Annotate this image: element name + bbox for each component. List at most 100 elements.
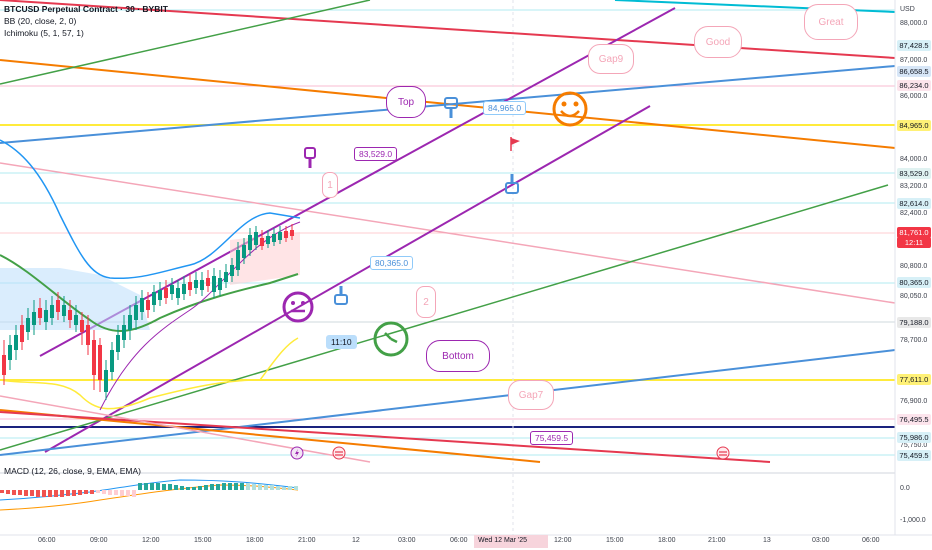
time-tick: 13 <box>763 537 771 544</box>
macd-histogram-bar <box>234 483 238 490</box>
candle-body <box>152 292 156 305</box>
macd-histogram-bar <box>294 486 298 490</box>
macd-histogram-bar <box>144 483 148 490</box>
symbol-title: BTCUSD Perpetual Contract · 30 · BYBIT <box>4 4 168 14</box>
macd-histogram-bar <box>264 485 268 490</box>
bottom-annotation[interactable]: Bottom <box>426 340 490 372</box>
candle-body <box>62 305 66 316</box>
gap7-annotation[interactable]: Gap7 <box>508 380 554 410</box>
macd-histogram-bar <box>36 490 40 497</box>
price-callout-83529[interactable]: 83,529.0 <box>354 147 398 161</box>
macd-histogram-bar <box>270 485 274 490</box>
macd-histogram-bar <box>12 490 16 495</box>
macd-histogram-bar <box>186 487 190 490</box>
great-annotation[interactable]: Great <box>804 4 858 40</box>
macd-histogram-bar <box>42 490 46 497</box>
macd-histogram-bar <box>6 490 10 494</box>
macd-histogram-bar <box>132 490 136 497</box>
price-tag: 76,495.5 <box>897 414 931 425</box>
gap9-annotation[interactable]: Gap9 <box>588 44 634 74</box>
price-tag: 86,658.5 <box>897 66 931 77</box>
candle-body <box>188 282 192 290</box>
candle-body <box>56 300 60 312</box>
price-tick: 82,400.0 <box>900 210 928 217</box>
macd-histogram-bar <box>174 485 178 490</box>
price-tick: 75,750.0 <box>900 442 928 449</box>
hand-up-icon[interactable] <box>503 172 521 196</box>
good-annotation[interactable]: Good <box>694 26 742 58</box>
price-callout-75459[interactable]: 75,459.5 <box>530 431 574 445</box>
us-flag-event-icon-2[interactable] <box>716 446 730 460</box>
time-tick: 09:00 <box>90 537 108 544</box>
price-callout-84965[interactable]: 84,965.0 <box>483 101 527 115</box>
clock-face-icon[interactable] <box>372 320 410 358</box>
hand-pointer-icon[interactable] <box>302 146 318 170</box>
macd-histogram-bar <box>0 490 4 493</box>
indicators <box>0 139 301 411</box>
candle-body <box>74 315 78 325</box>
red-flag-icon[interactable] <box>508 136 522 152</box>
label-1-annotation[interactable]: 1 <box>322 172 338 198</box>
macd-histogram-bar <box>30 490 34 496</box>
candle-body <box>272 234 276 242</box>
price-tick: 80,800.0 <box>900 263 928 270</box>
macd-histogram-bar <box>216 484 220 490</box>
macd-histogram-bar <box>108 490 112 495</box>
price-tag: 83,529.0 <box>897 168 931 179</box>
time-highlight: Wed 12 Mar '25 <box>478 537 528 544</box>
hand-thumb-icon[interactable] <box>442 96 460 120</box>
macd-histogram-bar <box>168 484 172 490</box>
candle-body <box>80 320 84 332</box>
macd-histogram-bar <box>240 483 244 490</box>
candle-body <box>110 350 114 372</box>
price-callout-80365[interactable]: 80,365.0 <box>370 256 414 270</box>
candle-body <box>140 298 144 312</box>
price-tag: 80,365.0 <box>897 277 931 288</box>
hand-down-icon[interactable] <box>333 284 349 306</box>
macd-histogram-bar <box>78 490 82 495</box>
macd-histogram-bar <box>102 490 106 494</box>
candle-body <box>50 305 54 318</box>
macd-histogram-bar <box>72 490 76 496</box>
macd-histogram-bar <box>258 484 262 490</box>
macd-histogram-bar <box>138 483 142 490</box>
macd-histogram-bar <box>84 490 88 494</box>
label-2-annotation[interactable]: 2 <box>416 286 436 318</box>
price-tick: 78,700.0 <box>900 337 928 344</box>
trend-lines <box>0 0 896 463</box>
macd-histogram-bar <box>18 490 22 495</box>
indicator-ichimoku[interactable]: Ichimoku (5, 1, 57, 1) <box>4 28 84 38</box>
macd-histogram-bar <box>222 483 226 490</box>
macd-histogram-bar <box>120 490 124 496</box>
horizontal-levels <box>0 0 895 535</box>
happy-face-icon[interactable] <box>551 90 589 128</box>
candle-body <box>290 230 294 236</box>
indicator-bb[interactable]: BB (20, close, 2, 0) <box>4 16 77 26</box>
candle-body <box>20 325 24 342</box>
macd-histogram-bar <box>276 486 280 490</box>
time-tick: 15:00 <box>194 537 212 544</box>
indicator-macd[interactable]: MACD (12, 26, close, 9, EMA, EMA) <box>4 466 141 476</box>
macd-histogram-bar <box>126 490 130 496</box>
time-tick: 21:00 <box>298 537 316 544</box>
candle-body <box>212 276 216 292</box>
price-tick: 76,900.0 <box>900 398 928 405</box>
price-tag: 75,459.5 <box>897 450 931 461</box>
candle-body <box>242 245 246 258</box>
candle-body <box>206 278 210 286</box>
candle-body <box>236 250 240 270</box>
candlesticks <box>2 224 294 400</box>
candle-body <box>14 335 18 350</box>
macd-histogram-bar <box>198 486 202 490</box>
macd-histogram-bar <box>246 483 250 490</box>
top-annotation[interactable]: Top <box>386 86 426 118</box>
time-callout-1110[interactable]: 11:10 <box>326 335 357 349</box>
macd-histogram-bar <box>24 490 28 496</box>
neutral-face-icon[interactable] <box>281 290 315 324</box>
time-tick: 12:00 <box>142 537 160 544</box>
us-flag-event-icon[interactable] <box>332 446 346 460</box>
lightning-event-icon[interactable] <box>290 446 304 460</box>
macd-histogram-bar <box>90 490 94 494</box>
macd-histogram-bar <box>66 490 70 496</box>
